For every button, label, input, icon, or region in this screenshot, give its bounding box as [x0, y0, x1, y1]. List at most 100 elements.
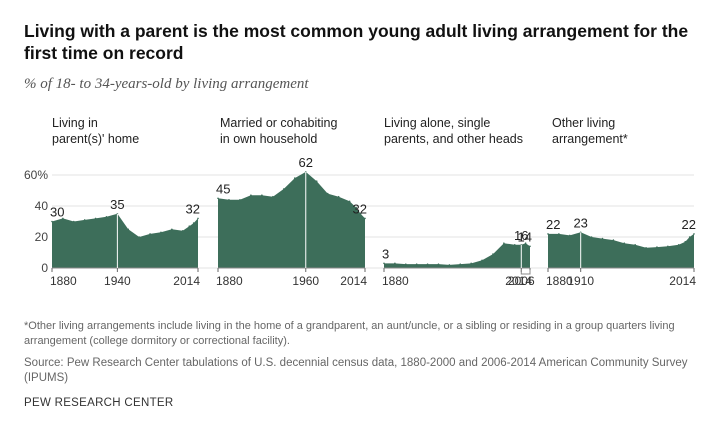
data-point: [83, 219, 86, 221]
data-point: [181, 230, 184, 232]
data-point: [127, 228, 130, 231]
data-point: [197, 217, 199, 220]
data-point: [272, 195, 274, 198]
data-point: [547, 233, 549, 235]
data-point: [283, 188, 285, 190]
x-tick-label: 1880: [546, 274, 573, 288]
data-point: [612, 239, 615, 241]
data-point: [394, 262, 396, 265]
panel: Married or cohabiting in own household 188…: [216, 116, 367, 288]
panel: Living in parent(s)' home 1880 1940 2014 30 35…: [50, 116, 200, 288]
data-label: 3: [382, 246, 389, 261]
data-point: [677, 243, 680, 246]
series-area: [52, 213, 198, 268]
y-tick-label: 40: [35, 199, 49, 213]
data-point: [348, 200, 351, 203]
data-point: [513, 243, 516, 246]
data-point: [51, 220, 53, 223]
series-area: [548, 232, 694, 268]
data-point: [404, 263, 407, 265]
data-point: [72, 220, 75, 223]
data-point: [667, 245, 669, 248]
data-label: 35: [110, 197, 124, 212]
y-tick-label: 60%: [24, 168, 48, 182]
x-tick-label: 1960: [292, 274, 319, 288]
source-note: Source: Pew Research Center tabulations …: [24, 357, 688, 384]
data-point: [688, 236, 691, 238]
data-point: [529, 245, 531, 248]
data-point: [261, 194, 263, 196]
panel-label: parents, and other heads: [384, 132, 523, 146]
panel: Living alone, single parents, and other h…: [382, 116, 535, 288]
data-label: 22: [682, 217, 696, 232]
data-label: 14: [518, 229, 532, 244]
data-point: [415, 263, 418, 265]
panel-label: parent(s)' home: [52, 132, 139, 146]
footnote: *Other living arrangements include livin…: [24, 320, 675, 347]
data-point: [160, 231, 162, 234]
data-point: [448, 264, 451, 266]
y-tick-label: 0: [41, 261, 48, 275]
panel-label: in own household: [220, 132, 317, 146]
data-point: [192, 222, 195, 224]
panel-label: Living alone, single: [384, 116, 490, 130]
data-label: 45: [216, 181, 230, 196]
data-point: [188, 225, 191, 227]
data-point: [293, 177, 296, 179]
data-point: [645, 247, 647, 249]
chart-title: Living with a parent is the most common …: [24, 21, 689, 63]
panel-label: Married or cohabiting: [220, 116, 337, 130]
data-point: [228, 199, 230, 201]
x-tick-label: 2006: [508, 274, 535, 288]
data-point: [623, 242, 626, 244]
data-point: [149, 233, 151, 235]
data-label: 32: [353, 201, 367, 216]
data-label: 16: [514, 228, 528, 243]
data-point: [693, 233, 695, 235]
data-point: [437, 263, 440, 265]
data-point: [684, 240, 687, 243]
data-point: [364, 217, 366, 220]
data-point: [217, 197, 219, 200]
data-point: [459, 263, 462, 265]
x-tick-label: 1880: [216, 274, 243, 288]
data-point: [492, 253, 494, 255]
x-tick-label: 1880: [382, 274, 409, 288]
panel-label: Other living: [552, 116, 615, 130]
data-point: [503, 242, 505, 244]
series-area: [218, 171, 365, 268]
data-point: [590, 236, 593, 238]
data-label: 30: [50, 205, 64, 220]
acs-bracket: [520, 270, 531, 275]
x-tick-label: 2014: [505, 274, 532, 288]
x-tick-label: 2014: [669, 274, 696, 288]
data-point: [337, 195, 340, 198]
data-point: [568, 234, 571, 237]
data-point: [359, 212, 362, 215]
chart-panels: Living in parent(s)' home 1880 1940 2014 30 35…: [50, 116, 696, 288]
data-point: [601, 237, 604, 240]
panel-label: arrangement*: [552, 132, 628, 146]
data-point: [171, 228, 173, 231]
data-point: [634, 243, 636, 246]
x-tick-label: 1910: [567, 274, 594, 288]
data-point: [383, 262, 385, 265]
x-tick-label: 1880: [50, 274, 77, 288]
data-label: 32: [186, 201, 200, 216]
data-point: [656, 246, 658, 248]
data-point: [105, 216, 108, 218]
data-point: [481, 259, 483, 262]
data-point: [558, 233, 560, 235]
brand-label: PEW RESEARCH CENTER: [24, 397, 174, 409]
data-point: [355, 206, 358, 209]
x-tick-label: 2014: [173, 274, 200, 288]
data-point: [426, 263, 429, 265]
chart-svg: 60% 40 20 0 Living in parent(s)' home 1880 194…: [24, 116, 696, 288]
data-point: [470, 262, 472, 265]
x-tick-label: 2014: [340, 274, 367, 288]
data-label: 22: [546, 217, 560, 232]
data-label: 23: [573, 215, 587, 230]
data-point: [62, 217, 64, 220]
series-area: [384, 243, 530, 268]
